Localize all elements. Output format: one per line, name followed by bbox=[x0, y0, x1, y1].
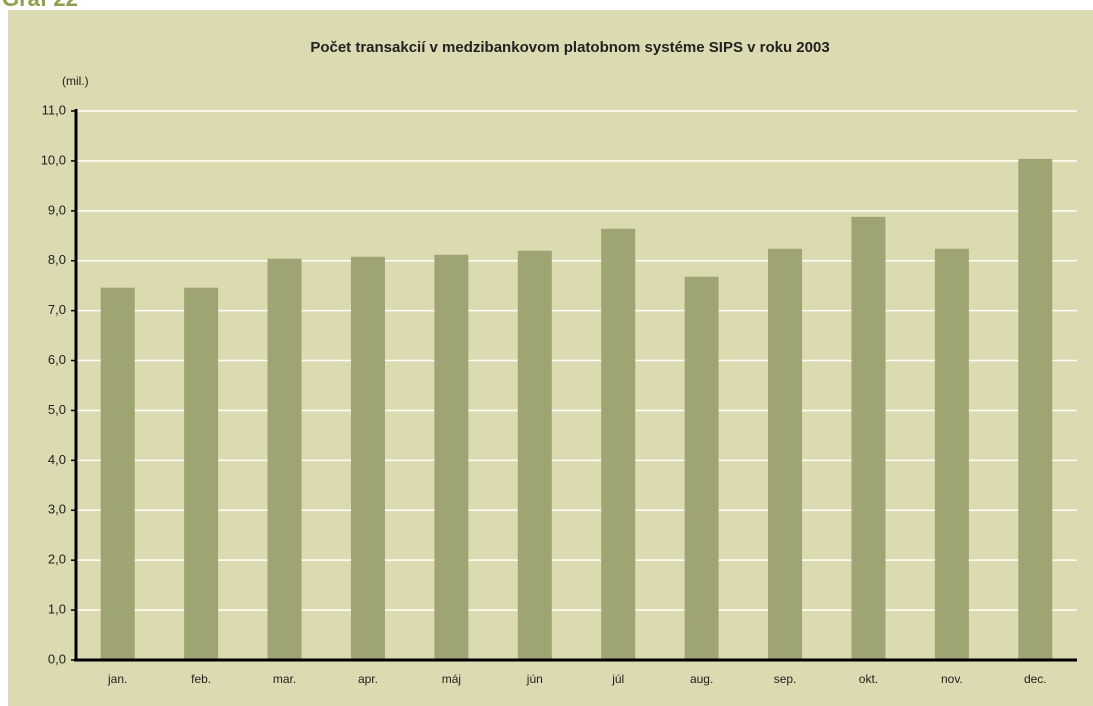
bar bbox=[768, 248, 803, 660]
y-unit: (mil.) bbox=[62, 74, 89, 88]
x-tick-label: apr. bbox=[358, 672, 378, 686]
y-tick-label: 3,0 bbox=[48, 502, 66, 517]
x-tick-label: sep. bbox=[774, 672, 797, 686]
bar bbox=[434, 254, 469, 661]
bar bbox=[267, 258, 302, 660]
x-tick-label: aug. bbox=[690, 672, 713, 686]
y-tick-label: 4,0 bbox=[48, 452, 66, 467]
x-tick-label: dec. bbox=[1024, 672, 1047, 686]
bar bbox=[684, 276, 719, 660]
bar bbox=[601, 228, 636, 660]
x-tick-label: jún bbox=[526, 672, 543, 686]
y-tick-label: 5,0 bbox=[48, 402, 66, 417]
y-tick-label: 9,0 bbox=[48, 202, 66, 217]
bar bbox=[1018, 158, 1053, 660]
y-tick-label: 10,0 bbox=[41, 152, 66, 167]
bar bbox=[934, 248, 969, 660]
bar bbox=[350, 256, 385, 660]
y-tick-label: 7,0 bbox=[48, 302, 66, 317]
x-tick-label: jan. bbox=[107, 672, 127, 686]
x-tick-label: júl bbox=[611, 672, 624, 686]
bar bbox=[184, 287, 219, 660]
y-tick-label: 6,0 bbox=[48, 352, 66, 367]
x-tick-label: máj bbox=[442, 672, 461, 686]
chart-title: Počet transakcií v medzibankovom platobn… bbox=[310, 39, 829, 56]
y-tick-label: 8,0 bbox=[48, 252, 66, 267]
x-tick-label: okt. bbox=[859, 672, 878, 686]
y-tick-label: 1,0 bbox=[48, 602, 66, 617]
bar bbox=[851, 216, 886, 661]
y-tick-label: 11,0 bbox=[42, 102, 66, 117]
y-tick-label: 2,0 bbox=[48, 552, 66, 567]
y-tick-label: 0,0 bbox=[48, 651, 66, 666]
x-tick-label: mar. bbox=[273, 672, 296, 686]
heading: Graf 22 bbox=[2, 0, 78, 11]
bar bbox=[100, 287, 135, 660]
bar bbox=[517, 250, 552, 660]
x-tick-label: nov. bbox=[941, 672, 963, 686]
x-tick-label: feb. bbox=[191, 672, 211, 686]
